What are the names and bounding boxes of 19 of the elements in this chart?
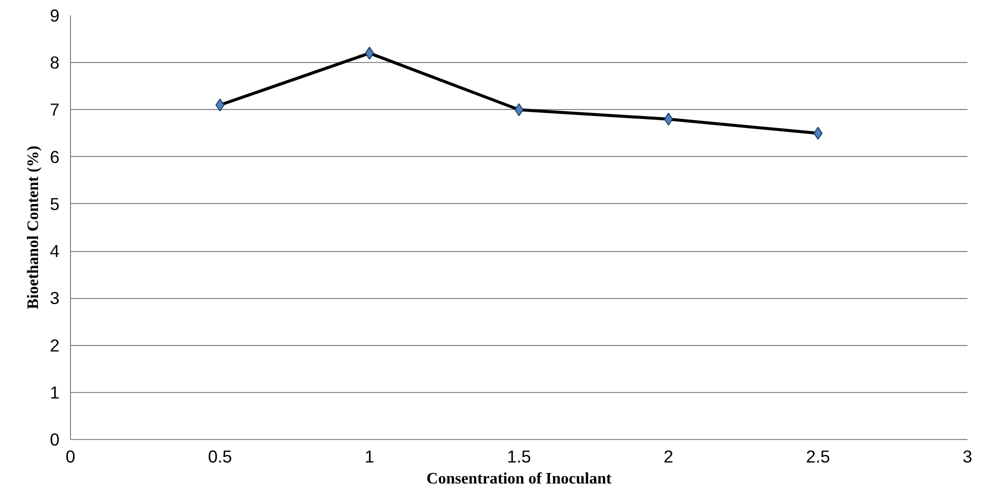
x-tick-label: 0.5 bbox=[208, 446, 232, 466]
x-tick-label: 1.5 bbox=[506, 446, 532, 466]
y-tick-label: 3 bbox=[50, 288, 60, 308]
y-tick-label: 9 bbox=[50, 6, 60, 26]
x-tick-label: 1 bbox=[364, 446, 374, 466]
x-tick-label: 2 bbox=[664, 446, 674, 466]
y-tick-label: 8 bbox=[50, 52, 60, 73]
x-tick-label: 2.5 bbox=[806, 446, 830, 466]
x-axis-title: Consentration of Inoculant bbox=[426, 470, 612, 488]
y-tick-label: 7 bbox=[50, 100, 60, 120]
y-tick-label: 2 bbox=[50, 335, 60, 356]
y-tick-label: 6 bbox=[50, 146, 60, 167]
x-tick-label: 0 bbox=[66, 446, 76, 466]
y-tick-label: 0 bbox=[50, 430, 60, 450]
y-tick-label: 1 bbox=[50, 382, 60, 402]
y-axis-title: Bioethanol Content (%) bbox=[24, 146, 42, 310]
y-tick-label: 5 bbox=[50, 194, 60, 214]
x-tick-label: 3 bbox=[962, 446, 972, 466]
y-tick-label: 4 bbox=[50, 241, 60, 262]
